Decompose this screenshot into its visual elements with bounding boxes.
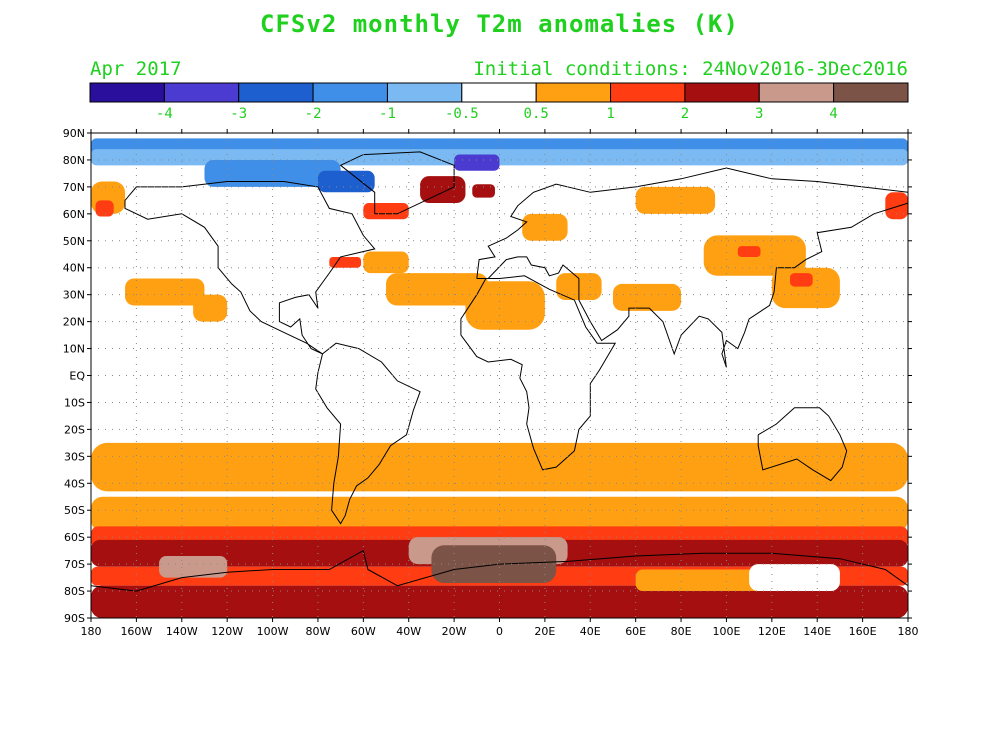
anomaly-region [204, 159, 341, 187]
lat-tick-label: 90N [63, 127, 85, 140]
lon-tick-label: 80W [306, 625, 331, 638]
coastline [315, 342, 421, 525]
coastline [460, 275, 617, 471]
anomaly-region [159, 556, 228, 578]
anomaly-region [522, 213, 568, 241]
lon-tick-label: 160W [120, 625, 152, 638]
anomaly-region [91, 585, 908, 618]
colorbar-bin [833, 82, 909, 103]
lon-tick-label: 20W [442, 625, 467, 638]
colorbar-label: 1 [606, 106, 614, 122]
coastline [476, 167, 908, 368]
lat-tick-label: 80N [63, 154, 85, 167]
lon-tick-label: 140W [166, 625, 198, 638]
lat-tick-label: 50N [63, 235, 85, 248]
lon-tick-label: 120E [758, 625, 786, 638]
lat-tick-label: 50S [64, 504, 85, 517]
lat-tick-label: 70S [64, 558, 85, 571]
chart-title: CFSv2 monthly T2m anomalies (K) [260, 10, 739, 38]
lon-tick-label: 180 [898, 625, 919, 638]
lat-tick-label: 20N [63, 316, 85, 329]
lon-tick-label: 60E [625, 625, 646, 638]
anomaly-region [465, 281, 545, 330]
lat-tick-label: 80S [64, 585, 85, 598]
colorbar-label: 3 [755, 106, 763, 122]
anomaly-region [612, 283, 682, 311]
colorbar-label: -1 [379, 106, 396, 122]
lon-tick-label: 180 [81, 625, 102, 638]
lat-tick-label: 40N [63, 262, 85, 275]
lon-tick-label: 60W [351, 625, 376, 638]
initial-conditions: Initial conditions: 24Nov2016-3Dec2016 [473, 58, 908, 80]
anomaly-region [472, 184, 495, 198]
anomaly-region [749, 564, 840, 592]
coastline [757, 407, 848, 482]
lon-tick-label: 80E [671, 625, 692, 638]
colorbar: -4 -3 -2 -1 -0.5 0.5 1 2 3 4 [89, 82, 909, 122]
lat-tick-label: 30S [64, 450, 85, 463]
lon-tick-label: 140E [803, 625, 831, 638]
lon-tick-label: 120W [211, 625, 243, 638]
lon-tick-label: 100W [257, 625, 289, 638]
anomaly-region [91, 442, 908, 492]
lat-tick-label: 10S [64, 396, 85, 409]
colorbar-label: 4 [829, 106, 837, 122]
lon-tick-label: 100E [712, 625, 740, 638]
anomaly-region [789, 273, 813, 287]
coastline [91, 549, 908, 592]
anomaly-region [91, 496, 908, 532]
lat-tick-label: 10N [63, 343, 85, 356]
anomaly-region [95, 200, 114, 217]
anomaly-region [193, 294, 228, 322]
anomaly-region [317, 170, 375, 193]
lat-tick-label: 30N [63, 289, 85, 302]
anomaly-region [420, 176, 466, 204]
lat-tick-label: 60S [64, 531, 85, 544]
lat-tick-label: 70N [63, 181, 85, 194]
lat-tick-label: EQ [69, 370, 85, 383]
colorbar-label: -4 [156, 106, 173, 122]
lat-tick-label: 40S [64, 477, 85, 490]
lat-tick-label: 20S [64, 423, 85, 436]
colorbar-label: -3 [230, 106, 247, 122]
anomaly-region [329, 256, 362, 268]
lon-tick-label: 40W [396, 625, 421, 638]
anomaly-region [635, 569, 772, 592]
lon-tick-label: 160E [849, 625, 877, 638]
anomaly-region [386, 273, 489, 306]
anomaly-region [125, 278, 205, 306]
colorbar-label: -2 [305, 106, 322, 122]
lat-tick-label: 90S [64, 612, 85, 625]
lon-tick-label: 0 [496, 625, 503, 638]
colorbar-label: 0.5 [524, 106, 549, 122]
colorbar-label: -0.5 [445, 106, 479, 122]
forecast-month: Apr 2017 [90, 58, 182, 80]
anomaly-region [885, 192, 908, 220]
colorbar-label: 2 [681, 106, 689, 122]
anomaly-region [454, 154, 500, 171]
coastline [339, 151, 455, 215]
anomaly-region [771, 267, 840, 309]
anomaly-region [737, 246, 761, 257]
anomaly-region [431, 545, 557, 583]
lon-tick-label: 40E [580, 625, 601, 638]
anomaly-region [635, 186, 716, 214]
anomaly-region [363, 251, 409, 274]
coastline [124, 181, 376, 355]
lat-tick-label: 60N [63, 208, 85, 221]
lon-tick-label: 20E [534, 625, 555, 638]
